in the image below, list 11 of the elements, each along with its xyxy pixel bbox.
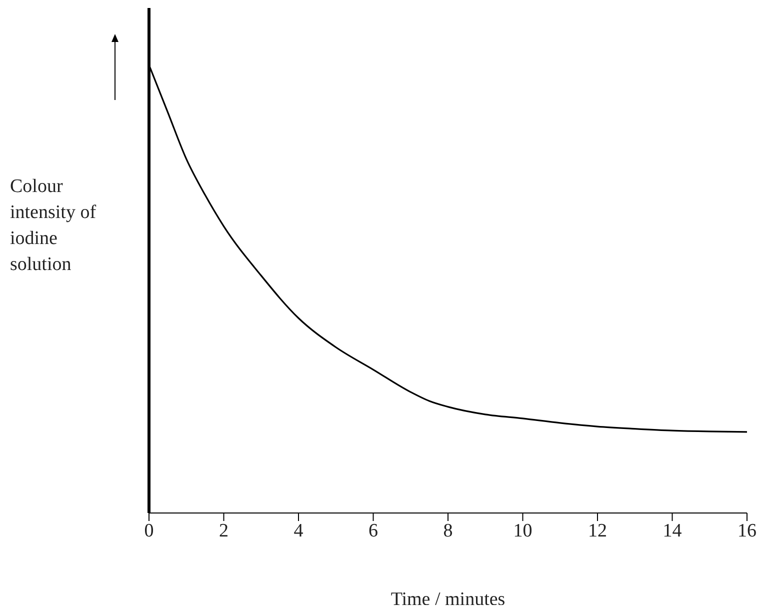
x-tick-label: 14: [662, 520, 682, 542]
x-tick-label: 6: [368, 520, 378, 542]
x-axis-title: Time / minutes: [390, 589, 506, 610]
x-tick-label: 10: [513, 520, 532, 542]
x-tick-label: 12: [588, 520, 607, 542]
x-tick-label: 0: [144, 520, 154, 542]
x-tick-label: 4: [294, 520, 304, 542]
x-tick-label: 8: [443, 520, 453, 542]
x-tick-label: 2: [219, 520, 228, 542]
x-tick-label: 16: [738, 520, 756, 542]
y-axis-title: Colour intensity of iodine solution: [10, 175, 98, 277]
